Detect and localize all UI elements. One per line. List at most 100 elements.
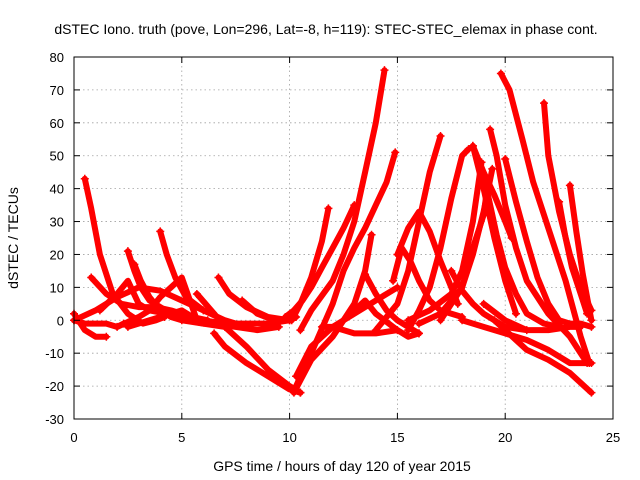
series-12-point [192, 289, 201, 298]
series-31-point [414, 319, 423, 328]
series-19-point [380, 66, 389, 75]
series-11-trace [124, 307, 282, 334]
plot-frame [73, 56, 614, 420]
series-6-point [123, 247, 132, 256]
x-tick-label: 10 [282, 430, 296, 445]
series-42-point [540, 99, 549, 108]
series-13-trace [211, 330, 304, 396]
x-tick-label: 5 [178, 430, 185, 445]
series-43-point [555, 197, 564, 206]
series-10-point [156, 227, 165, 236]
series-19-point [296, 326, 305, 335]
x-tick-label: 15 [390, 430, 404, 445]
y-tick-label: 10 [50, 280, 64, 295]
series-36-point [468, 141, 477, 150]
x-tick-label: 0 [70, 430, 77, 445]
y-tick-label: 50 [50, 149, 64, 164]
y-axis-label: dSTEC / TECUs [5, 187, 21, 289]
series-9-trace [114, 274, 200, 330]
series-45-trace [459, 317, 595, 367]
series-39-trace [502, 156, 595, 330]
series-23-point [317, 322, 326, 331]
y-tick-label: 20 [50, 247, 64, 262]
series-19-trace [297, 67, 388, 334]
series-27-point [436, 131, 445, 140]
series-21-point [367, 230, 376, 239]
series-24-point [339, 316, 348, 325]
series-1-point [102, 332, 111, 341]
series-26-point [389, 276, 398, 285]
x-tick-label: 25 [606, 430, 620, 445]
series-7-point [95, 306, 104, 315]
series-10-trace [157, 228, 250, 330]
series-25-point [361, 270, 370, 279]
axis-ticks: 0 5 10 15 20 25 -30 -20 -10 0 10 20 30 40 50 60 70 80 [45, 50, 620, 445]
series-35-point [447, 266, 456, 275]
series-3-point [80, 174, 89, 183]
y-tick-label: 0 [57, 313, 64, 328]
series-11-point [123, 322, 132, 331]
chart-title: dSTEC Iono. truth (pove, Lon=296, Lat=-8… [54, 21, 597, 37]
series-40-point [479, 299, 488, 308]
series-18-point [324, 204, 333, 213]
x-tick-label: 20 [498, 430, 512, 445]
y-tick-label: -30 [45, 412, 64, 427]
series-37-trace [487, 126, 591, 367]
series-layer [70, 66, 596, 397]
series-44-trace [566, 182, 595, 324]
y-tick-label: 30 [50, 215, 64, 230]
series-34-trace [476, 159, 563, 330]
series-9-point [113, 322, 122, 331]
series-44-point [587, 316, 596, 325]
series-40-point [576, 322, 585, 331]
series-14-point [214, 273, 223, 282]
x-axis-label: GPS time / hours of day 120 of year 2015 [213, 458, 471, 474]
series-31-point [488, 164, 497, 173]
series-40-trace [480, 300, 584, 334]
series-24-trace [340, 297, 422, 340]
series-41-trace [491, 317, 595, 396]
series-16-point [177, 316, 186, 325]
series-4-point [87, 273, 96, 282]
series-37-point [486, 125, 495, 134]
series-27-trace [372, 133, 444, 334]
series-20-point [391, 148, 400, 157]
y-tick-label: 40 [50, 182, 64, 197]
series-29-point [404, 326, 413, 335]
series-18-trace [288, 205, 332, 324]
series-17-point [281, 312, 290, 321]
series-18-point [287, 316, 296, 325]
series-23-trace [318, 323, 401, 337]
series-43-trace [556, 198, 591, 317]
y-tick-label: 80 [50, 50, 64, 65]
series-41-point [587, 388, 596, 397]
y-tick-label: 70 [50, 83, 64, 98]
series-38-point [496, 69, 505, 78]
y-tick-label: -10 [45, 346, 64, 361]
series-28-point [453, 299, 462, 308]
series-45-point [458, 316, 467, 325]
series-29-trace [405, 146, 472, 334]
series-21-point [289, 388, 298, 397]
series-22-trace [293, 284, 401, 380]
series-33-point [511, 309, 520, 318]
series-30-point [404, 316, 413, 325]
series-39-point [501, 155, 510, 164]
series-45-point [587, 359, 596, 368]
series-41-point [490, 316, 499, 325]
series-15-point [238, 296, 247, 305]
y-tick-label: -20 [45, 379, 64, 394]
series-28-point [393, 250, 402, 259]
series-13-point [210, 329, 219, 338]
series-16-trace [178, 317, 293, 327]
y-tick-label: 60 [50, 116, 64, 131]
series-22-point [292, 372, 301, 381]
series-36-trace [469, 142, 515, 241]
series-25-point [414, 329, 423, 338]
series-44-point [565, 181, 574, 190]
series-32-point [436, 316, 445, 325]
grid [74, 57, 613, 419]
series-27-point [371, 326, 380, 335]
series-8-point [130, 260, 139, 269]
